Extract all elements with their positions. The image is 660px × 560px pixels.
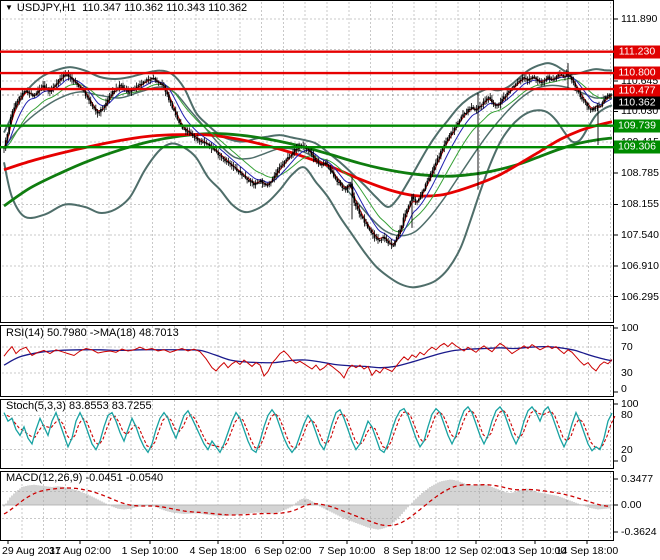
stochastic-panel[interactable] [0,399,614,469]
chart-title-bar: ▼ USDJPY,H1 110.347 110.362 110.343 110.3… [5,2,247,14]
symbol-dropdown-icon[interactable]: ▼ [5,3,13,12]
ohlc-quote-values: 110.347 110.362 110.343 110.362 [82,2,248,14]
symbol-timeframe-label: USDJPY,H1 [16,2,77,14]
main-price-panel[interactable] [0,0,614,323]
stoch-indicator-label: Stoch(5,3,3) 83.8553 83.7255 [6,400,152,412]
rsi-panel[interactable] [0,325,614,397]
rsi-indicator-label: RSI(14) 50.7980 ->MA(18) 48.7013 [6,327,179,339]
macd-indicator-label: MACD(12,26,9) -0.0451 -0.0540 [6,472,164,484]
macd-panel[interactable] [0,471,614,541]
